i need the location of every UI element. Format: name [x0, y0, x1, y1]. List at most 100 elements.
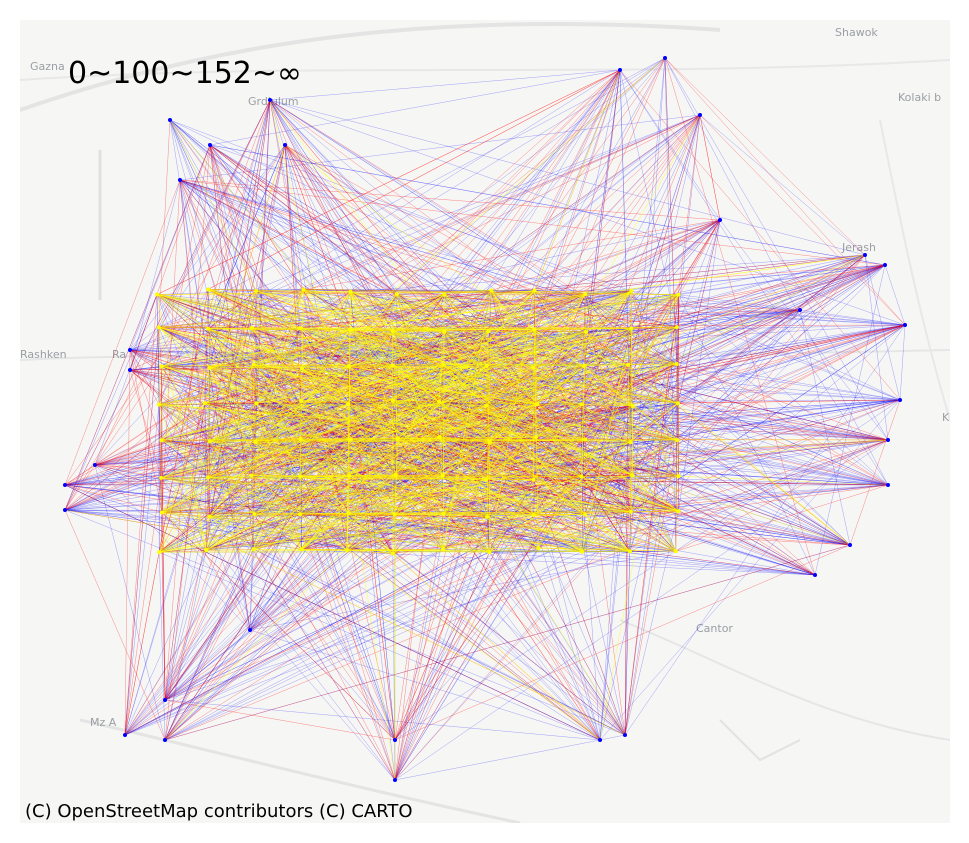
flow-line: [208, 328, 633, 476]
flow-line: [64, 99, 271, 511]
flow-line: [533, 479, 889, 486]
flow-line: [485, 367, 534, 406]
flow-line: [158, 99, 271, 405]
flow-line: [253, 400, 394, 550]
flow-line: [489, 294, 679, 553]
flow-line: [489, 290, 632, 443]
flow-line: [208, 289, 351, 293]
flow-line: [300, 438, 583, 552]
flow-line: [394, 548, 539, 781]
flow-node: [484, 403, 489, 408]
flow-node: [579, 474, 584, 479]
flow-line: [619, 69, 678, 328]
map-frame[interactable]: Gazna Shawok Kolaki b Rashken Grdiulum M…: [20, 20, 950, 823]
flow-line: [156, 294, 488, 518]
flow-line: [129, 294, 158, 371]
flow-line: [678, 219, 721, 512]
flow-line: [253, 291, 351, 550]
flow-line: [158, 331, 489, 405]
flow-line: [678, 439, 889, 477]
flow-line: [94, 99, 271, 466]
flow-line: [444, 331, 901, 401]
flow-line: [443, 511, 631, 515]
flow-node: [393, 778, 397, 782]
flow-line: [209, 99, 271, 368]
flow-line: [158, 327, 349, 514]
flow-line: [161, 512, 396, 781]
flow-line: [156, 294, 582, 477]
flow-line: [489, 329, 535, 443]
flow-line: [491, 290, 677, 552]
flow-node: [163, 698, 167, 702]
flow-line: [664, 57, 889, 486]
flow-line: [585, 309, 801, 515]
flow-line: [158, 552, 166, 741]
flow-line: [489, 405, 633, 443]
flow-node: [301, 287, 306, 292]
flow-line: [129, 349, 490, 553]
flow-line: [64, 289, 209, 486]
flow-line: [207, 477, 396, 741]
od-flow-lines: [63, 56, 907, 782]
flow-node: [674, 325, 679, 330]
flow-node: [485, 514, 490, 519]
flow-line: [487, 516, 816, 576]
flow-line: [284, 144, 303, 369]
flow-line: [664, 57, 906, 326]
flow-line: [159, 511, 631, 553]
flow-line: [161, 365, 678, 441]
flow-line: [624, 439, 678, 736]
flow-line: [208, 289, 633, 476]
flow-line: [158, 289, 304, 553]
flow-node: [168, 118, 172, 122]
flow-node: [674, 361, 679, 366]
flow-line: [158, 404, 487, 406]
flow-line: [164, 547, 539, 741]
flow-node: [676, 292, 681, 297]
flow-line: [486, 402, 679, 518]
flow-line: [164, 293, 586, 741]
flow-node: [392, 512, 397, 517]
flow-line: [256, 403, 396, 781]
flow-line: [64, 477, 208, 486]
flow-line: [255, 290, 538, 405]
flow-line: [256, 291, 351, 404]
flow-line: [124, 405, 634, 736]
flow-node: [346, 511, 351, 516]
flow-node: [253, 440, 258, 445]
flow-line: [179, 179, 677, 365]
flow-node: [159, 364, 164, 369]
flow-line: [284, 144, 351, 330]
flow-node: [441, 511, 446, 516]
flow-line: [346, 436, 537, 551]
flow-line: [442, 475, 626, 736]
flow-line: [161, 366, 166, 701]
flow-line: [442, 441, 631, 476]
flow-line: [584, 365, 889, 486]
flow-line: [582, 551, 816, 576]
flow-line: [269, 99, 632, 329]
flow-line: [676, 219, 721, 328]
flow-line: [158, 99, 271, 328]
flow-line: [534, 290, 906, 326]
flow-line: [442, 475, 583, 552]
flow-line: [631, 290, 679, 477]
flow-line: [204, 364, 444, 404]
flow-line: [632, 405, 889, 441]
flow-node: [163, 738, 167, 742]
flow-line: [303, 289, 677, 365]
flow-line: [301, 290, 492, 550]
flow-line: [350, 114, 701, 292]
flow-line: [161, 440, 166, 701]
flow-line: [129, 369, 162, 478]
flow-line: [161, 512, 396, 741]
flow-line: [631, 114, 701, 329]
flow-line: [284, 144, 582, 405]
flow-line: [631, 328, 679, 512]
flow-node: [254, 401, 259, 406]
flow-node: [390, 551, 395, 556]
flow-line: [485, 331, 489, 406]
flow-line: [206, 549, 444, 551]
flow-line: [129, 369, 393, 554]
flow-line: [124, 365, 350, 736]
